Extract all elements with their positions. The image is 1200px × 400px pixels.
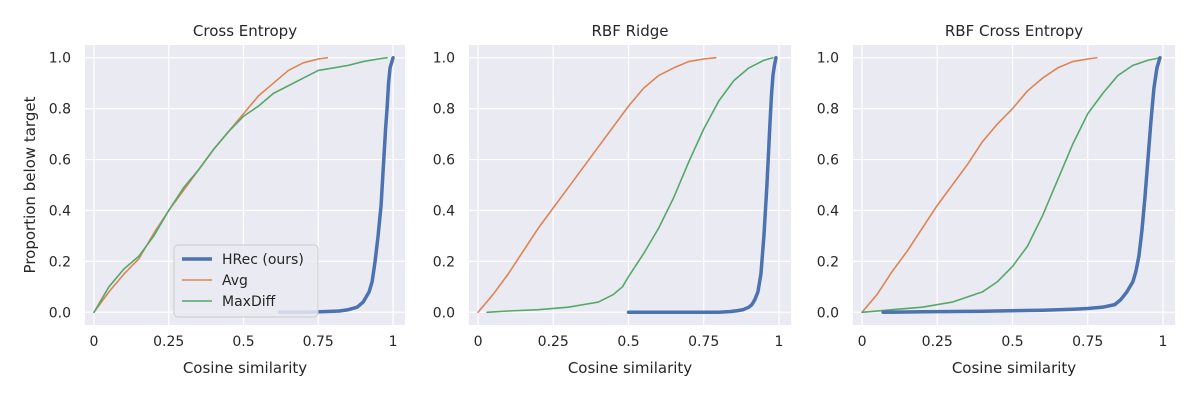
series-line-avg: [477, 56, 717, 314]
legend-label: Avg: [222, 273, 248, 289]
y-tick-label: 0.0: [433, 305, 455, 321]
panel-title: RBF Cross Entropy: [945, 22, 1083, 40]
x-tick-label: 0: [90, 334, 99, 350]
y-tick-label: 0.2: [433, 254, 455, 270]
x-tick-label: 1: [389, 334, 398, 350]
plot-background: [853, 45, 1175, 325]
x-tick-label: 0.25: [153, 334, 184, 350]
x-tick-label: 1: [775, 334, 784, 350]
y-tick-label: 0.8: [433, 102, 455, 118]
y-tick-label: 0.4: [817, 203, 839, 219]
legend-box: [173, 244, 319, 318]
series-line-maxdiff: [861, 56, 1161, 314]
x-tick-label: 0.5: [1001, 334, 1023, 350]
legend-label: MaxDiff: [222, 294, 276, 310]
y-tick-label: 0.4: [49, 203, 71, 219]
x-tick-label: 0.25: [538, 334, 569, 350]
panel-title: Cross Entropy: [193, 22, 297, 40]
series-line-hrec-ours: [626, 55, 778, 315]
y-tick-label: 0.6: [433, 153, 455, 169]
x-tick-label: 0.25: [922, 334, 953, 350]
x-tick-label: 1: [1159, 334, 1168, 350]
y-tick-label: 1.0: [49, 51, 71, 67]
x-axis-label: Cosine similarity: [183, 359, 307, 377]
y-tick-label: 0.8: [49, 102, 71, 118]
x-tick-label: 0.5: [617, 334, 639, 350]
x-axis-label: Cosine similarity: [952, 359, 1076, 377]
legend: HRec (ours) Avg MaxDiff: [173, 244, 319, 318]
y-tick-label: 0.8: [817, 102, 839, 118]
panel-1: 0 0.25 0.5 0.75 1 0.0 0.2 0.4 0.6 0.8 1.0 Cross Ent…: [21, 22, 405, 377]
y-tick-label: 1.0: [817, 51, 839, 67]
series-line-hrec-ours: [277, 55, 395, 315]
y-tick-label: 1.0: [433, 51, 455, 67]
x-axis-label: Cosine similarity: [568, 359, 692, 377]
y-tick-label: 0.0: [49, 305, 71, 321]
y-tick-label: 0.2: [49, 254, 71, 270]
plot-background: [469, 45, 791, 325]
series-line-maxdiff: [486, 56, 774, 314]
x-tick-label: 0.75: [1072, 334, 1103, 350]
x-tick-label: 0.75: [688, 334, 719, 350]
series-line-maxdiff: [93, 56, 388, 314]
x-tick-label: 0.75: [303, 334, 334, 350]
y-tick-label: 0.2: [817, 254, 839, 270]
panel-3: 0 0.25 0.5 0.75 1 0.0 0.2 0.4 0.6 0.8 1.0 RBF Cross…: [817, 22, 1175, 377]
y-tick-label: 0.6: [817, 153, 839, 169]
panel-2: 0 0.25 0.5 0.75 1 0.0 0.2 0.4 0.6 0.8 1.0 RBF Ridge…: [433, 22, 791, 377]
series-line-hrec-ours: [881, 55, 1162, 315]
x-tick-label: 0.5: [232, 334, 254, 350]
series-line-avg: [861, 56, 1098, 314]
x-tick-label: 0: [474, 334, 483, 350]
legend-label: HRec (ours): [222, 252, 304, 268]
y-axis-label: Proportion below target: [21, 96, 39, 273]
panel-title: RBF Ridge: [592, 22, 669, 40]
y-tick-label: 0.0: [817, 305, 839, 321]
y-tick-label: 0.4: [433, 203, 455, 219]
y-tick-label: 0.6: [49, 153, 71, 169]
x-tick-label: 0: [858, 334, 867, 350]
